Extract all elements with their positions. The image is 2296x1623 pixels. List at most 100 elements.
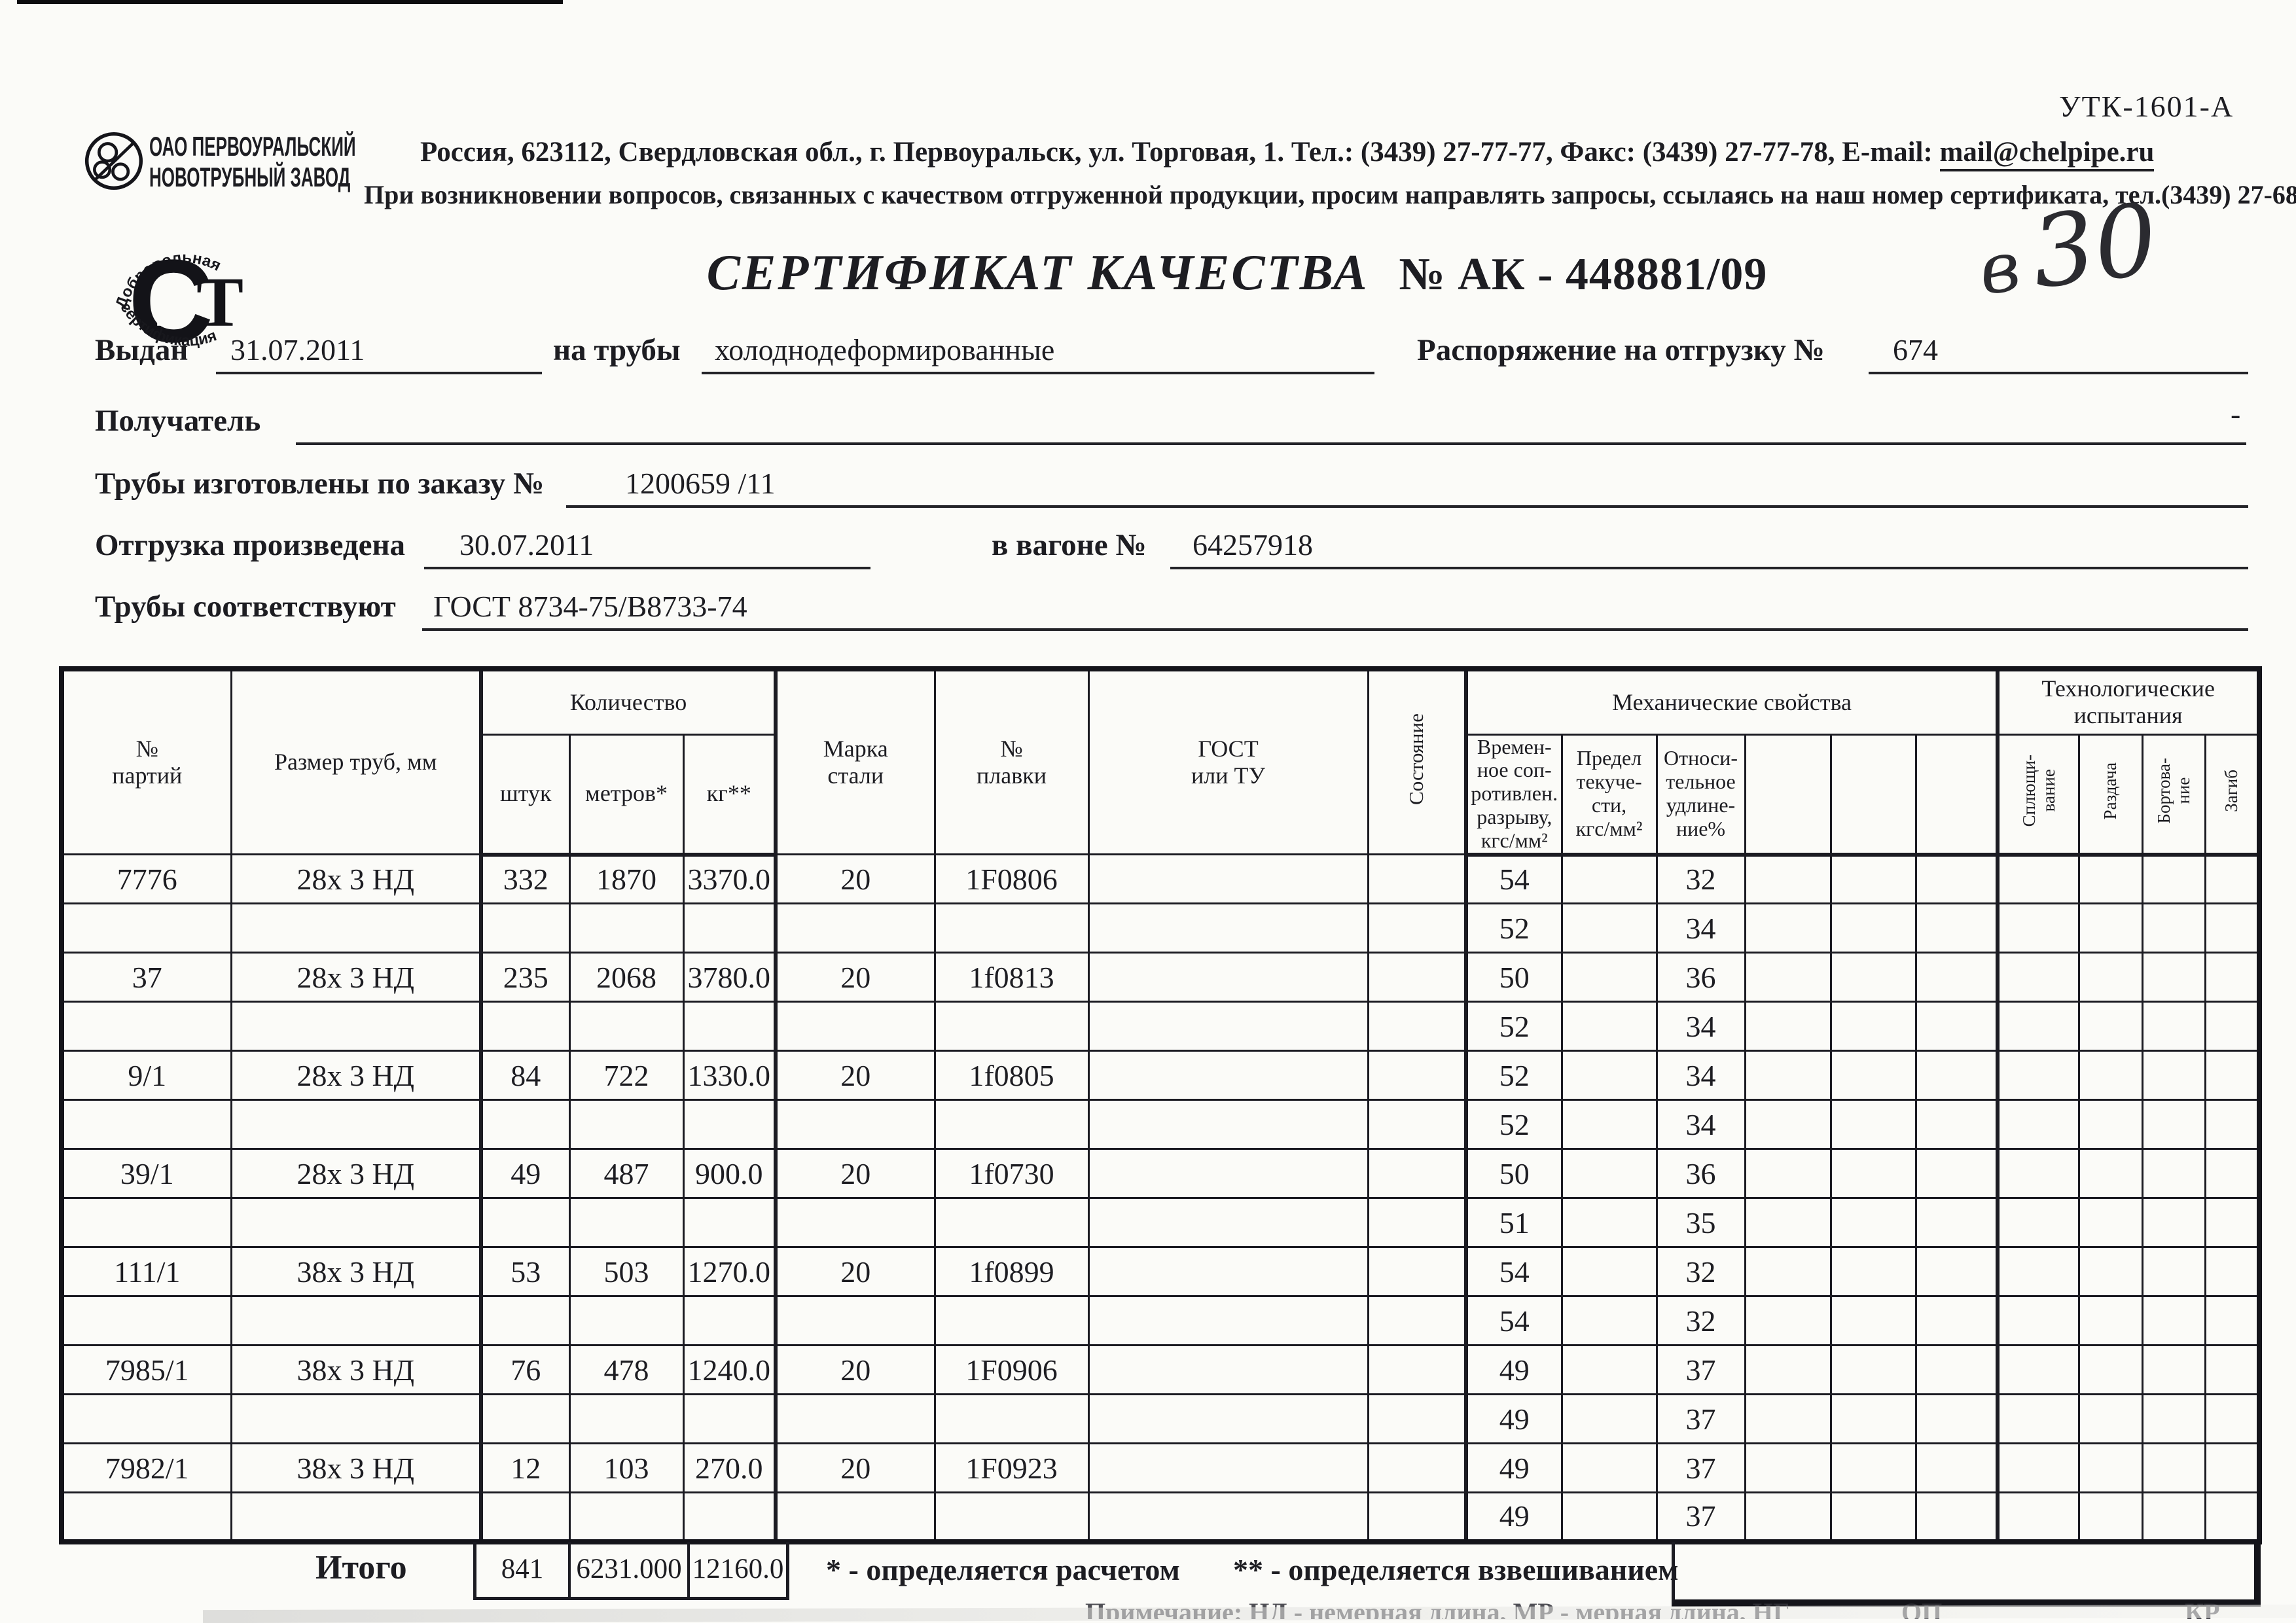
mech-extra1-cell xyxy=(1744,1393,1832,1445)
table-row: 7776 28х 3 НД 332 1870 3370.0 20 1F0806 54 32 xyxy=(60,853,2261,905)
expansion-cell xyxy=(2077,1393,2144,1445)
yield-cell xyxy=(1560,1148,1658,1200)
header-party: № партий xyxy=(60,668,232,856)
handwritten-number: 30 xyxy=(2025,182,2164,311)
grade-cell: 20 xyxy=(774,952,936,1003)
header-gost: ГОСТ или ТУ xyxy=(1087,668,1369,856)
grade-cell: 20 xyxy=(774,853,936,905)
wagon-label: в вагоне № xyxy=(992,528,1147,562)
state-cell xyxy=(1367,952,1467,1003)
heat-cell xyxy=(933,902,1090,954)
quality-contact-note: При возникновении вопросов, связанных с … xyxy=(364,180,2296,209)
kg-cell xyxy=(682,902,777,954)
mech-extra3-cell xyxy=(1914,1148,1999,1200)
size-cell: 28х 3 НД xyxy=(230,1148,482,1200)
yield-cell xyxy=(1560,853,1658,905)
certificate-number: № АК - 448881/09 xyxy=(1399,249,1768,300)
table-row: 52 34 xyxy=(60,1099,2261,1150)
meters-cell xyxy=(568,1099,685,1150)
flanging-cell xyxy=(2141,1197,2206,1249)
scan-edge-artifact xyxy=(17,0,563,4)
grade-cell: 20 xyxy=(774,1246,936,1298)
header-mech-extra1 xyxy=(1744,733,1832,857)
table-row: 7982/1 38х 3 НД 12 103 270.0 20 1F0923 49 37 xyxy=(60,1442,2261,1494)
receiver-label: Получатель xyxy=(95,404,261,438)
svg-text:Р: Р xyxy=(153,272,193,339)
totals-label: Итого xyxy=(315,1549,407,1586)
mech-extra3-cell xyxy=(1914,1442,1999,1494)
mech-extra2-cell xyxy=(1829,1442,1917,1494)
heat-cell xyxy=(933,1295,1090,1347)
gost-cell xyxy=(1087,1442,1369,1494)
party-cell xyxy=(60,1491,232,1543)
issued-label: Выдан xyxy=(95,333,188,367)
heat-cell: 1f0805 xyxy=(933,1050,1090,1101)
mech-extra1-cell xyxy=(1744,1050,1832,1101)
tensile-cell: 49 xyxy=(1464,1442,1563,1494)
mech-extra3-cell xyxy=(1914,1344,1999,1396)
table-row: 7985/1 38х 3 НД 76 478 1240.0 20 1F0906 49 37 xyxy=(60,1344,2261,1396)
table-row: 9/1 28х 3 НД 84 722 1330.0 20 1f0805 52 34 xyxy=(60,1050,2261,1101)
party-cell xyxy=(60,1197,232,1249)
kg-cell xyxy=(682,1001,777,1052)
state-cell xyxy=(1367,1393,1467,1445)
mech-extra3-cell xyxy=(1914,1001,1999,1052)
mech-extra3-cell xyxy=(1914,1099,1999,1150)
mech-extra2-cell xyxy=(1829,1197,1917,1249)
yield-cell xyxy=(1560,902,1658,954)
yield-cell xyxy=(1560,1295,1658,1347)
bend-cell xyxy=(2204,1001,2261,1052)
flanging-cell xyxy=(2141,902,2206,954)
order-underline xyxy=(566,505,2248,508)
header-quantity-group: Количество xyxy=(478,668,777,736)
order-number-value: 1200659 /11 xyxy=(625,467,776,500)
gost-cell xyxy=(1087,1050,1369,1101)
email-link[interactable]: mail@chelpipe.ru xyxy=(1939,137,2155,171)
empty-signature-box xyxy=(1672,1542,2261,1607)
gost-cell xyxy=(1087,1491,1369,1543)
size-cell: 28х 3 НД xyxy=(230,952,482,1003)
company-name: ОАО ПЕРВОУРАЛЬСКИЙ НОВОТРУБНЫЙ ЗАВОД xyxy=(149,131,356,193)
bend-cell xyxy=(2204,1246,2261,1298)
party-cell: 37 xyxy=(60,952,232,1003)
party-cell xyxy=(60,1099,232,1150)
pcs-cell: 332 xyxy=(479,853,571,905)
mech-extra1-cell xyxy=(1744,1197,1832,1249)
expansion-cell xyxy=(2077,952,2144,1003)
meters-cell xyxy=(568,902,685,954)
pcs-cell xyxy=(479,902,571,954)
state-cell xyxy=(1367,1148,1467,1200)
header-size: Размер труб, мм xyxy=(230,668,482,856)
flattening-cell xyxy=(1996,1295,2080,1347)
header-pieces: штук xyxy=(479,733,571,857)
handwritten-prefix: в xyxy=(1975,226,2024,311)
gost-cell xyxy=(1087,1148,1369,1200)
mech-extra2-cell xyxy=(1829,1344,1917,1396)
bend-cell xyxy=(2204,1442,2261,1494)
meters-cell xyxy=(568,1491,685,1543)
party-cell xyxy=(60,1393,232,1445)
header-bend: Загиб xyxy=(2204,733,2261,857)
heat-cell: 1f0899 xyxy=(933,1246,1090,1298)
header-elongation: Относи- тельное удлине- ние% xyxy=(1655,733,1746,857)
mech-extra1-cell xyxy=(1744,902,1832,954)
gost-cell xyxy=(1087,1197,1369,1249)
flanging-cell xyxy=(2141,1295,2206,1347)
header-meters: метров* xyxy=(568,733,685,857)
size-cell: 38х 3 НД xyxy=(230,1344,482,1396)
flanging-cell xyxy=(2141,1050,2206,1101)
heat-cell: 1F0806 xyxy=(933,853,1090,905)
mech-extra2-cell xyxy=(1829,1001,1917,1052)
kg-cell xyxy=(682,1197,777,1249)
flattening-cell xyxy=(1996,1050,2080,1101)
mech-extra2-cell xyxy=(1829,1050,1917,1101)
svg-text:Т: Т xyxy=(196,264,243,342)
table-row: 39/1 28х 3 НД 49 487 900.0 20 1f0730 50 36 xyxy=(60,1148,2261,1200)
gost-cell xyxy=(1087,902,1369,954)
flanging-cell xyxy=(2141,1001,2206,1052)
yield-cell xyxy=(1560,1344,1658,1396)
elongation-cell: 36 xyxy=(1655,1148,1746,1200)
tensile-cell: 52 xyxy=(1464,1001,1563,1052)
pcs-cell: 53 xyxy=(479,1246,571,1298)
flanging-cell xyxy=(2141,1148,2206,1200)
